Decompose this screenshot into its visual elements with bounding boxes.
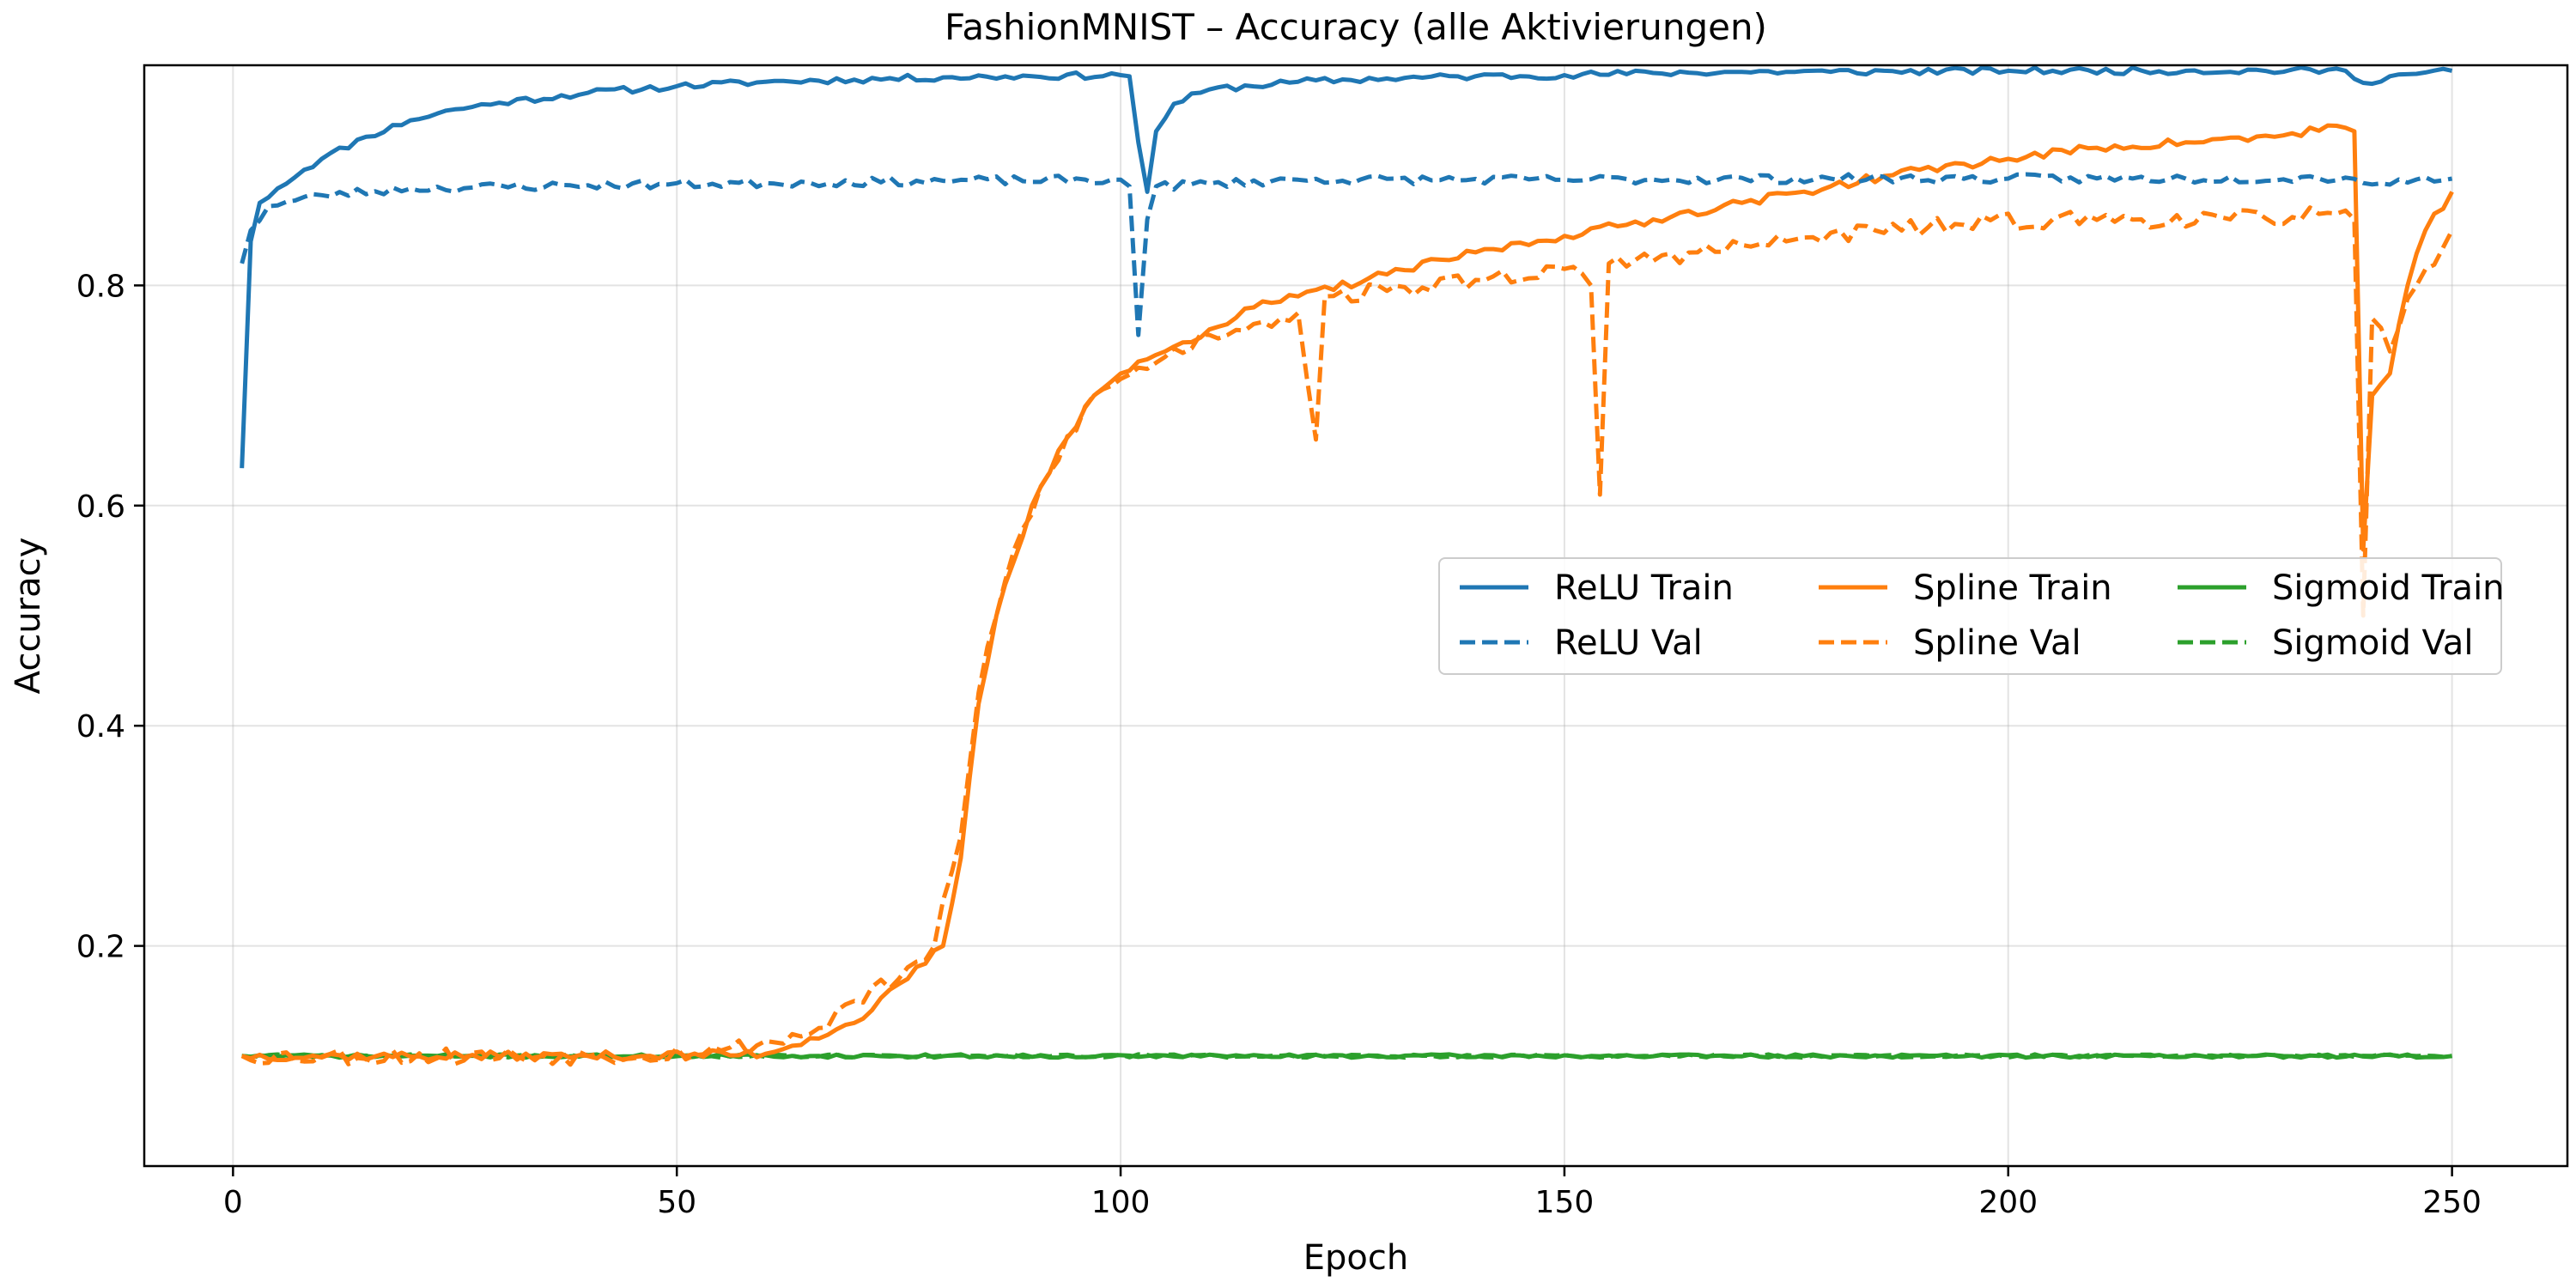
legend-label: ReLU Val xyxy=(1554,623,1703,663)
series-layer xyxy=(240,65,2454,1067)
x-axis-label: Epoch xyxy=(1303,1238,1408,1278)
series-line-spline-val xyxy=(240,205,2454,1067)
x-tick-label: 0 xyxy=(223,1185,243,1220)
legend-label: Sigmoid Val xyxy=(2272,623,2473,663)
x-tick-label: 150 xyxy=(1535,1185,1595,1220)
legend-label: Spline Val xyxy=(1913,623,2081,663)
series-line-sigmoid-val xyxy=(241,1052,2452,1060)
x-tick-label: 100 xyxy=(1091,1185,1151,1220)
y-tick-label: 0.8 xyxy=(76,269,125,304)
series-line-relu-val xyxy=(240,172,2453,337)
x-tick-label: 50 xyxy=(657,1185,696,1220)
x-tick-label: 250 xyxy=(2422,1185,2482,1220)
y-tick-label: 0.6 xyxy=(76,489,125,525)
legend-label: Sigmoid Train xyxy=(2272,568,2505,608)
y-tick-label: 0.2 xyxy=(76,930,125,965)
legend: ReLU Train ReLU Val Spline Train Spline Val… xyxy=(1438,557,2505,675)
ticks: 0 50 100 150 200 250 0.2 0.4 0.6 0.8 xyxy=(76,269,2482,1220)
legend-label: ReLU Train xyxy=(1554,568,1734,608)
y-tick-label: 0.4 xyxy=(76,709,125,744)
series-line-relu-train xyxy=(240,65,2453,469)
y-axis-label: Accuracy xyxy=(9,538,48,695)
chart-title: FashionMNIST – Accuracy (alle Aktivierun… xyxy=(945,6,1767,48)
legend-label: Spline Train xyxy=(1913,568,2112,608)
plot-frame xyxy=(143,64,2569,1168)
x-tick-label: 200 xyxy=(1978,1185,2038,1220)
series-line-spline-train xyxy=(241,123,2454,1063)
